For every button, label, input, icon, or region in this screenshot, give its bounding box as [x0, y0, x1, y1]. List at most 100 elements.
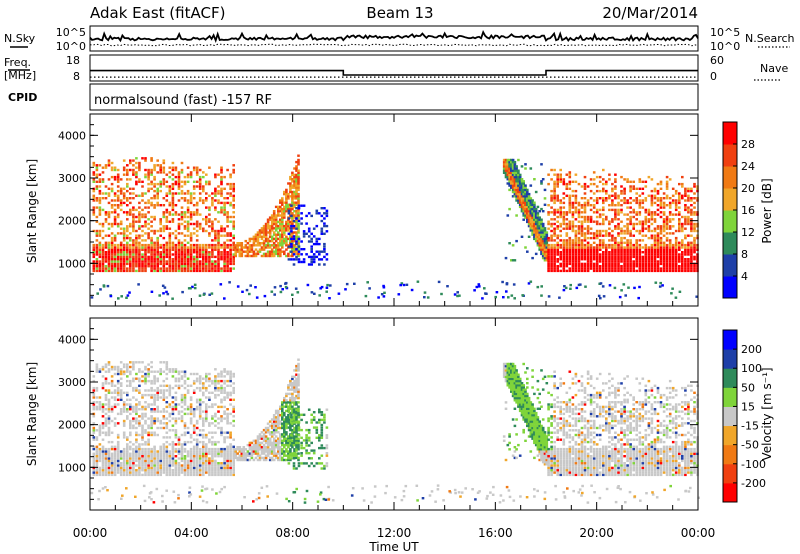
- data-cell: [547, 262, 550, 266]
- data-cell: [647, 218, 651, 221]
- data-cell: [312, 260, 316, 264]
- data-cell: [104, 253, 108, 256]
- data-cell: [562, 260, 566, 263]
- data-cell: [159, 450, 162, 453]
- data-cell: [122, 471, 126, 474]
- data-cell: [662, 248, 666, 251]
- data-cell: [95, 429, 99, 432]
- data-cell: [297, 219, 301, 223]
- data-cell: [159, 229, 162, 233]
- data-cell: [556, 236, 559, 240]
- data-cell: [571, 239, 575, 242]
- data-cell: [285, 224, 288, 228]
- data-cell: [195, 459, 199, 463]
- data-cell: [650, 211, 654, 214]
- data-cell: [195, 180, 199, 183]
- data-cell: [189, 450, 193, 453]
- data-cell: [580, 267, 584, 270]
- data-cell: [659, 248, 663, 251]
- data-cell: [626, 267, 629, 270]
- data-cell: [287, 195, 290, 198]
- data-cell: [180, 262, 184, 266]
- data-cell: [626, 213, 629, 216]
- data-cell: [180, 260, 184, 263]
- data-cell: [165, 246, 169, 249]
- data-cell: [113, 469, 117, 472]
- data-cell: [626, 241, 629, 244]
- data-cell: [690, 260, 693, 263]
- data-cell: [110, 260, 114, 263]
- data-cell: [232, 171, 235, 174]
- data-cell: [641, 220, 645, 223]
- data-cell: [656, 239, 660, 242]
- data-cell: [543, 235, 547, 238]
- data-cell: [580, 265, 584, 268]
- data-cell: [135, 173, 138, 176]
- data-cell: [95, 206, 99, 209]
- data-cell: [129, 424, 132, 427]
- data-cell: [293, 250, 296, 253]
- data-cell: [300, 217, 303, 220]
- data-cell: [202, 410, 205, 413]
- data-cell: [211, 457, 214, 460]
- data-cell: [162, 215, 166, 219]
- data-cell: [559, 251, 562, 254]
- data-cell: [629, 253, 632, 256]
- data-cell: [550, 178, 553, 181]
- data-cell: [135, 161, 138, 165]
- data-cell: [671, 269, 675, 273]
- data-cell: [153, 232, 156, 235]
- data-cell: [517, 192, 520, 196]
- data-cell: [110, 452, 114, 455]
- data-cell: [568, 171, 572, 174]
- data-cell: [638, 204, 642, 207]
- data-cell: [577, 255, 581, 259]
- data-cell: [126, 253, 129, 256]
- data-cell: [113, 403, 117, 406]
- data-cell: [240, 246, 244, 249]
- data-cell: [647, 255, 651, 259]
- data-cell: [638, 262, 642, 266]
- data-cell: [232, 197, 235, 200]
- data-cell: [205, 182, 208, 186]
- data-cell: [171, 232, 175, 235]
- data-cell: [543, 244, 547, 247]
- data-cell: [122, 469, 126, 472]
- data-cell: [95, 452, 99, 455]
- data-cell: [511, 182, 515, 185]
- data-cell: [162, 426, 166, 430]
- data-cell: [205, 262, 208, 266]
- data-cell: [518, 184, 522, 187]
- data-cell: [547, 269, 550, 273]
- data-cell: [318, 263, 321, 266]
- data-cell: [211, 220, 214, 223]
- data-cell: [583, 232, 587, 235]
- data-cell: [279, 250, 282, 253]
- data-cell: [510, 259, 513, 262]
- data-cell: [141, 462, 144, 465]
- data-cell: [614, 246, 617, 249]
- data-cell: [602, 295, 606, 298]
- data-cell: [529, 203, 533, 206]
- data-cell: [272, 250, 276, 253]
- data-cell: [98, 473, 102, 477]
- data-cell: [595, 246, 599, 249]
- data-cell: [144, 206, 147, 209]
- data-cell: [681, 227, 684, 230]
- data-cell: [364, 294, 368, 298]
- data-cell: [232, 260, 235, 263]
- data-cell: [325, 212, 329, 215]
- data-cell: [98, 471, 102, 474]
- data-cell: [553, 232, 556, 235]
- data-cell: [223, 260, 226, 263]
- data-cell: [132, 379, 135, 383]
- data-cell: [568, 173, 572, 176]
- data-cell: [620, 258, 623, 261]
- data-cell: [104, 218, 108, 221]
- data-cell: [171, 443, 175, 446]
- data-cell: [687, 248, 690, 251]
- data-cell: [135, 426, 138, 430]
- data-cell: [310, 245, 313, 248]
- data-cell: [577, 283, 581, 287]
